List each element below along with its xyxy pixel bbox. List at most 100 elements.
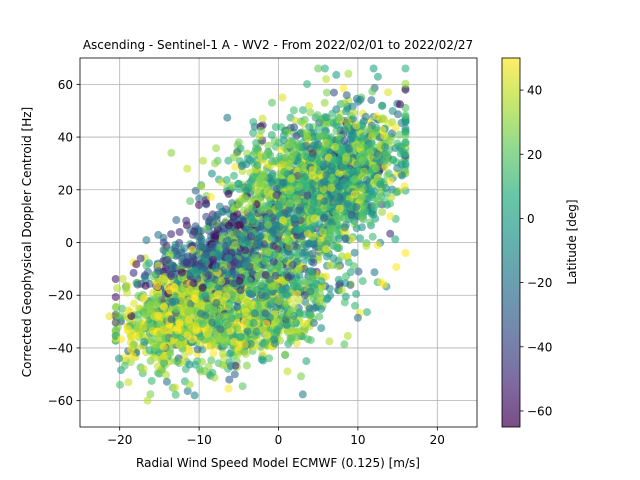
scatter-point — [222, 292, 231, 301]
scatter-point — [264, 201, 273, 210]
scatter-point — [159, 325, 167, 334]
scatter-point — [380, 157, 389, 166]
scatter-point — [132, 279, 141, 287]
scatter-point — [190, 391, 199, 400]
scatter-point — [195, 194, 204, 203]
scatter-point — [334, 113, 343, 122]
scatter-point — [293, 171, 302, 180]
scatter-point — [380, 163, 389, 172]
scatter-point — [267, 131, 276, 139]
scatter-point — [253, 285, 262, 294]
scatter-point — [136, 254, 145, 263]
scatter-point — [401, 126, 410, 135]
scatter-point — [177, 292, 186, 301]
scatter-point — [118, 274, 127, 283]
scatter-point — [117, 335, 126, 344]
scatter-point — [302, 357, 311, 366]
scatter-point — [294, 265, 303, 274]
scatter-point — [281, 153, 290, 162]
scatter-point — [228, 181, 237, 190]
scatter-point — [288, 260, 297, 269]
scatter-point — [225, 358, 234, 367]
scatter-point — [299, 276, 308, 285]
scatter-point — [217, 277, 226, 286]
scatter-point — [242, 186, 251, 195]
scatter-point — [319, 228, 328, 237]
scatter-point — [303, 191, 312, 200]
scatter-point — [162, 370, 171, 379]
scatter-point — [243, 327, 252, 336]
scatter-point — [230, 279, 239, 288]
scatter-point — [231, 162, 240, 171]
scatter-point — [356, 234, 365, 243]
scatter-point — [142, 236, 151, 245]
scatter-point — [301, 251, 310, 260]
scatter-point — [250, 309, 259, 318]
scatter-point — [395, 130, 404, 139]
scatter-point — [358, 277, 367, 286]
scatter-point — [271, 282, 280, 291]
scatter-point — [160, 302, 169, 311]
scatter-point — [173, 357, 182, 366]
scatter-point — [401, 117, 410, 126]
scatter-point — [257, 355, 266, 364]
scatter-point — [183, 331, 192, 340]
scatter-point — [212, 298, 221, 307]
scatter-point — [207, 169, 216, 178]
scatter-point — [323, 235, 332, 244]
scatter-point — [401, 85, 410, 94]
scatter-point — [340, 298, 349, 307]
scatter-point — [325, 228, 334, 237]
scatter-point — [229, 153, 238, 162]
scatter-point — [130, 299, 139, 308]
scatter-point — [385, 136, 394, 145]
scatter-point — [386, 229, 395, 238]
scatter-point — [175, 341, 184, 350]
scatter-point — [213, 290, 222, 299]
scatter-point — [292, 333, 301, 341]
scatter-point — [300, 163, 309, 172]
scatter-point — [327, 162, 336, 171]
scatter-point — [342, 272, 350, 281]
scatter-point — [340, 137, 349, 145]
scatter-point — [296, 203, 305, 212]
scatter-point — [252, 256, 261, 265]
scatter-point — [396, 100, 404, 109]
scatter-point — [222, 176, 231, 184]
scatter-point — [295, 296, 303, 305]
scatter-point — [211, 159, 219, 168]
scatter-point — [381, 197, 390, 206]
scatter-point — [268, 157, 277, 166]
scatter-point — [196, 332, 205, 341]
scatter-point — [325, 337, 334, 346]
scatter-point — [255, 132, 264, 141]
y-tick-label: 60 — [58, 78, 73, 92]
scatter-point — [281, 299, 290, 308]
scatter-point — [322, 88, 331, 97]
scatter-point — [296, 129, 305, 138]
scatter-point — [401, 159, 410, 168]
scatter-point — [197, 357, 206, 366]
scatter-point — [306, 108, 315, 117]
scatter-point — [328, 109, 337, 118]
scatter-point — [264, 141, 273, 150]
scatter-point — [320, 213, 329, 222]
scatter-point — [247, 216, 256, 225]
scatter-point — [266, 151, 275, 159]
scatter-point — [352, 290, 361, 298]
scatter-point — [186, 287, 195, 296]
scatter-point — [122, 284, 130, 293]
scatter-point — [186, 306, 194, 315]
scatter-point — [307, 276, 316, 284]
scatter-point — [159, 342, 168, 351]
scatter-point — [332, 70, 341, 79]
scatter-point — [342, 91, 351, 100]
scatter-point — [218, 336, 227, 345]
scatter-point — [310, 214, 319, 223]
scatter-point — [146, 300, 155, 309]
scatter-point — [111, 303, 120, 312]
scatter-point — [207, 356, 216, 365]
scatter-point — [225, 302, 233, 311]
scatter-point — [225, 349, 234, 358]
